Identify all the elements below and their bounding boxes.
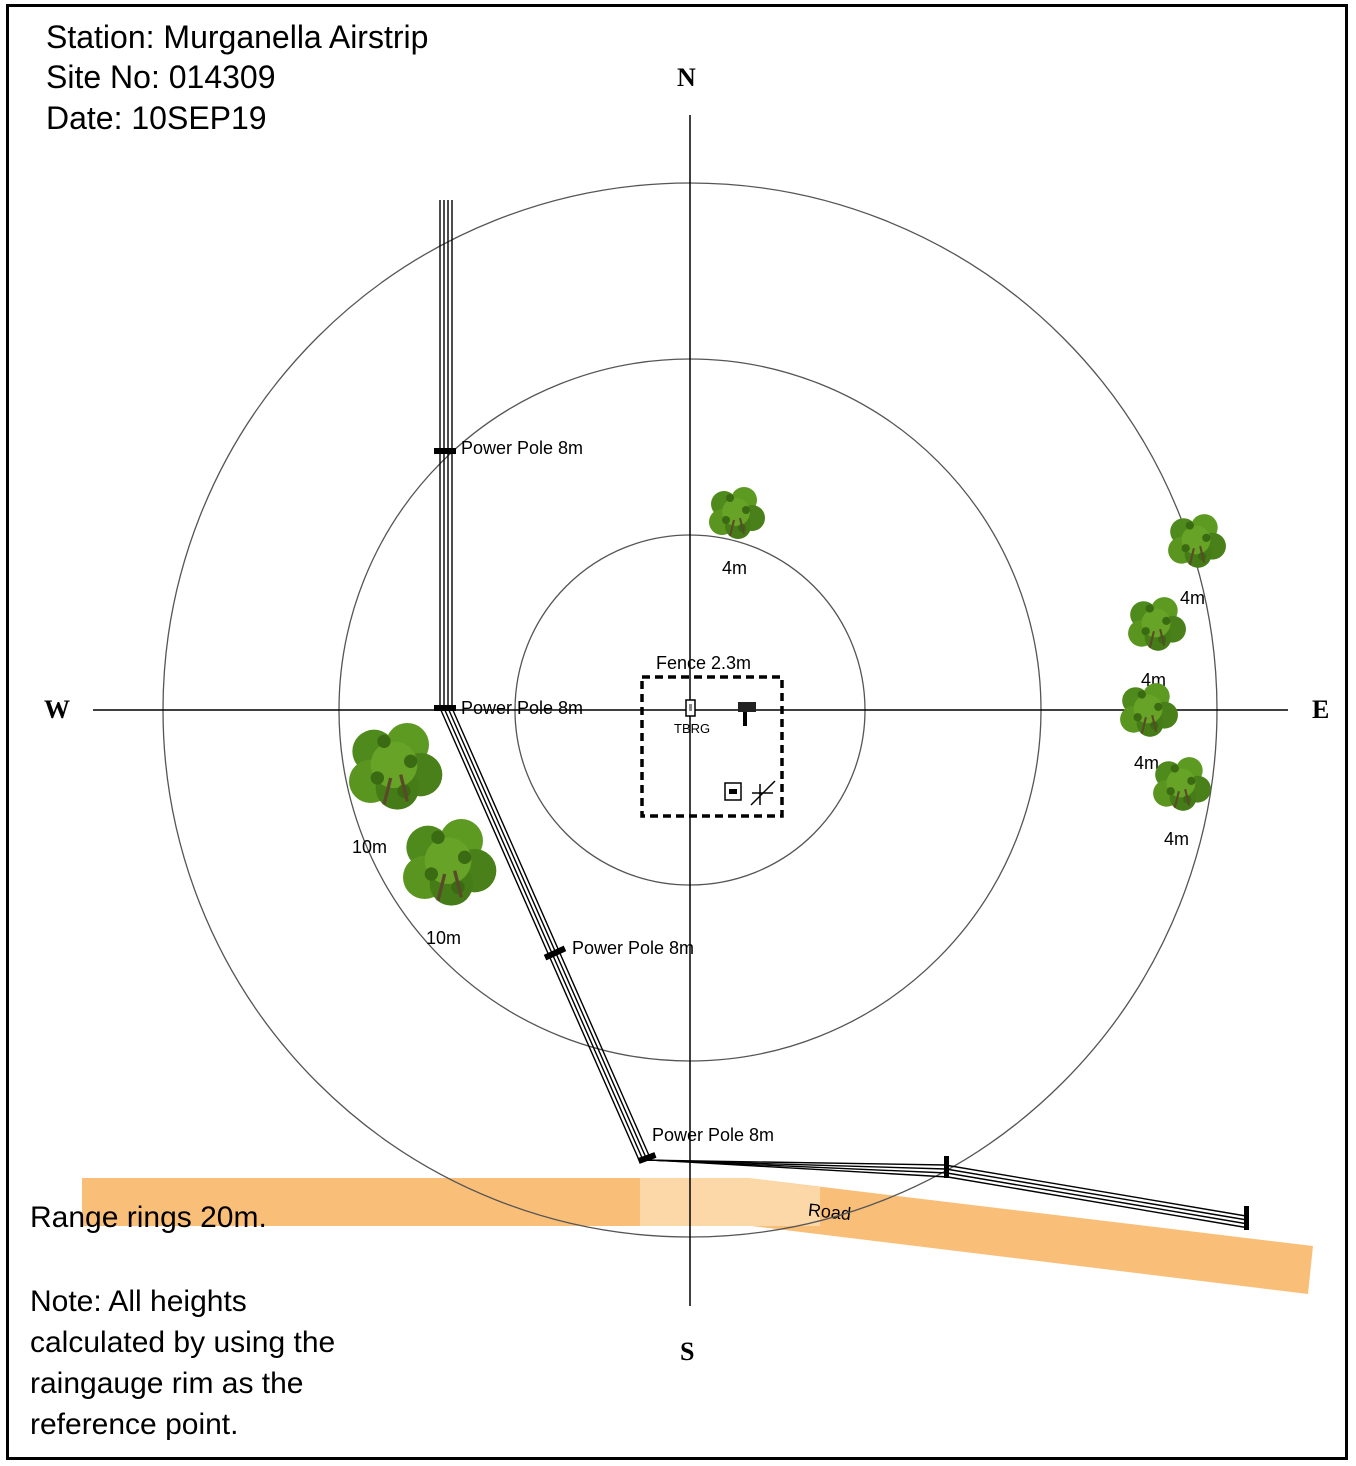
power-pole-marker-1: [434, 448, 456, 454]
road-label: Road: [807, 1200, 852, 1224]
tree-label-east-3: 4m: [1134, 753, 1159, 773]
power-pole-label-3: Power Pole 8m: [572, 938, 694, 958]
height-note-line-1: Note: All heights: [30, 1285, 247, 1318]
fence: [640, 675, 784, 818]
road-highlight: [640, 1178, 820, 1226]
power-line-end-marker-1: [944, 1156, 949, 1178]
tree-label-west-1: 10m: [352, 837, 387, 857]
road: [82, 1178, 1313, 1294]
screen-instrument-icon: [738, 702, 756, 726]
power-pole-label-2: Power Pole 8m: [461, 698, 583, 718]
height-note-line-2: calculated by using the: [30, 1326, 336, 1359]
power-line-end-marker-2: [1244, 1206, 1249, 1230]
tree-icon-east-3: [1119, 682, 1179, 738]
height-note-line-4: reference point.: [30, 1408, 239, 1441]
tree-icon-east-1: [1167, 513, 1227, 569]
survey-date: Date: 10SEP19: [46, 100, 267, 136]
tree-icon-west-1: [347, 721, 444, 812]
power-pole-marker-3: [543, 945, 567, 961]
height-note-line-3: raingauge rim as the: [30, 1367, 304, 1400]
tree-label-north: 4m: [722, 558, 747, 578]
power-pole-label-4: Power Pole 8m: [652, 1125, 774, 1145]
tree-icon-west-2: [401, 817, 498, 908]
fence-label: Fence 2.3m: [656, 653, 751, 673]
site-number: Site No: 014309: [46, 59, 276, 95]
tree-icon-north: [708, 486, 766, 540]
compass-west: W: [44, 695, 70, 724]
tree-icon-east-4: [1152, 756, 1212, 812]
station-name: Station: Murganella Airstrip: [46, 19, 429, 55]
tree-label-east-4: 4m: [1164, 829, 1189, 849]
compass-north: N: [677, 63, 696, 92]
power-pole-marker-4: [637, 1152, 657, 1164]
anemometer-mast-icon: [750, 780, 776, 806]
tbrg-raingauge-icon: [685, 699, 696, 717]
tree-label-west-2: 10m: [426, 928, 461, 948]
logger-box-icon: [724, 782, 742, 801]
power-pole-marker-2: [434, 705, 456, 711]
tree-icon-east-2: [1127, 596, 1187, 652]
tbrg-label: TBRG: [674, 721, 710, 736]
compass-east: E: [1312, 695, 1329, 724]
range-rings-note: Range rings 20m.: [30, 1201, 267, 1234]
power-pole-label-1: Power Pole 8m: [461, 438, 583, 458]
compass-south: S: [680, 1337, 694, 1366]
tree-label-east-1: 4m: [1180, 588, 1205, 608]
